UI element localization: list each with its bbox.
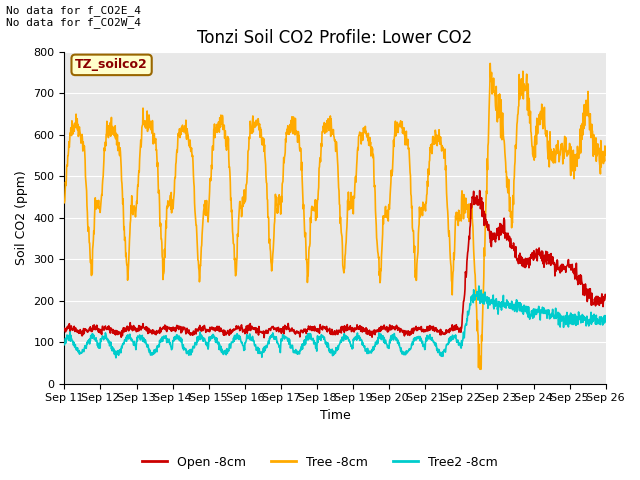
Legend: Open -8cm, Tree -8cm, Tree2 -8cm: Open -8cm, Tree -8cm, Tree2 -8cm <box>137 451 503 474</box>
X-axis label: Time: Time <box>319 409 351 422</box>
Text: TZ_soilco2: TZ_soilco2 <box>76 59 148 72</box>
Y-axis label: Soil CO2 (ppm): Soil CO2 (ppm) <box>15 170 28 265</box>
Title: Tonzi Soil CO2 Profile: Lower CO2: Tonzi Soil CO2 Profile: Lower CO2 <box>197 29 473 48</box>
Text: No data for f_CO2E_4
No data for f_CO2W_4: No data for f_CO2E_4 No data for f_CO2W_… <box>6 5 141 28</box>
